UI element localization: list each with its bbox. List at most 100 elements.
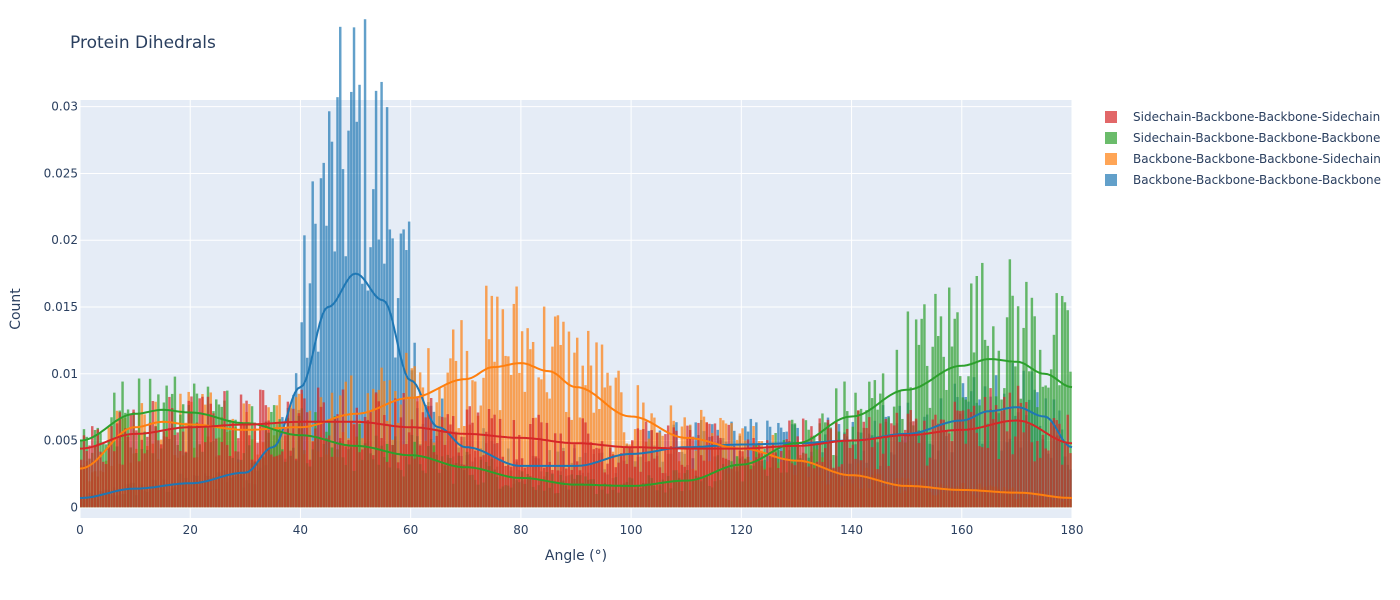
histogram-bar [600,344,604,508]
histogram-bar [504,355,507,508]
histogram-bar [504,465,507,508]
histogram-bar [1049,422,1053,508]
histogram-bar [548,398,551,508]
histogram-bar [821,461,824,508]
histogram-bar [556,315,560,508]
legend: Sidechain-Backbone-Backbone-Sidechain Si… [1105,106,1381,190]
histogram-bar [898,442,901,508]
histogram-bar [328,111,331,508]
histogram-bar [562,451,565,508]
histogram-bar [578,417,582,508]
histogram-bar [1069,453,1072,508]
legend-item[interactable]: Sidechain-Backbone-Backbone-Backbone [1105,127,1381,148]
histogram-bar [970,283,973,508]
histogram-bar [206,396,210,508]
histogram-bar [846,428,849,508]
histogram-bar [686,425,689,508]
legend-item[interactable]: Sidechain-Backbone-Backbone-Sidechain [1105,106,1381,127]
x-tick-label: 140 [840,523,863,537]
y-tick-label: 0.015 [44,300,78,314]
histogram-bar [383,415,386,508]
histogram-bar [934,414,937,508]
histogram-bar [242,422,246,508]
histogram-bar [209,403,212,508]
histogram-bar [884,418,888,508]
histogram-bar [1011,295,1014,508]
histogram-bar [551,469,554,508]
histogram-bar [432,452,436,508]
y-axis-ticks: 0 0.005 0.01 0.015 0.02 0.025 0.03 [44,100,78,515]
histogram-bar [777,468,780,508]
histogram-bar [1003,396,1006,508]
histogram-bar [537,414,540,508]
histogram-bar [330,141,334,508]
histogram-bar [1063,302,1067,508]
histogram-bar [399,417,403,508]
histogram-bar [1025,402,1028,508]
histogram-bar [879,423,882,508]
histogram-bar [407,432,411,508]
histogram-bar [391,444,394,508]
histogram-bar [336,414,339,508]
histogram-bar [746,439,750,508]
legend-item[interactable]: Backbone-Backbone-Backbone-Sidechain [1105,148,1381,169]
histogram-bar [413,366,416,508]
histogram-bar [738,450,742,508]
histogram-bar [975,432,979,508]
histogram-bar [358,84,361,508]
histogram-bar [220,441,223,508]
histogram-bar [319,406,323,508]
histogram-bar [374,90,378,508]
histogram-bar [526,466,529,508]
histogram-bar [308,459,312,508]
histogram-bar [385,107,389,508]
histogram-bar [598,448,601,508]
histogram-bar [457,452,460,508]
histogram-bar [344,446,347,508]
histogram-bar [129,413,133,508]
histogram-bar [250,406,254,508]
histogram-bar [950,346,954,508]
histogram-bar [688,430,692,508]
histogram-bar [1005,317,1009,508]
histogram-bar [372,189,375,508]
histogram-bar [126,436,130,508]
histogram-bar [799,446,802,508]
histogram-bar [815,461,819,508]
histogram-bar [399,233,403,508]
histogram-bar [275,455,279,508]
histogram-bar [82,435,86,508]
histogram-bar [523,467,527,508]
x-tick-label: 180 [1061,523,1084,537]
histogram-bar [994,405,998,508]
histogram-bar [294,458,298,508]
histogram-bar [859,408,863,508]
histogram-bar [1069,371,1072,508]
histogram-bar [540,422,543,508]
histogram-bar [553,316,557,508]
histogram-bar [967,409,970,508]
histogram-bar [790,463,794,508]
histogram-bar [1038,457,1042,508]
histogram-bar [870,447,874,508]
legend-swatch [1105,173,1117,186]
histogram-bar [443,444,447,508]
histogram-bar [992,419,995,508]
histogram-bar [99,451,102,508]
histogram-bar [868,417,871,508]
legend-item[interactable]: Backbone-Backbone-Backbone-Backbone [1105,169,1381,190]
histogram-bar [1036,440,1039,508]
histogram-bar [570,419,573,508]
histogram-bar [154,426,157,508]
histogram-bar [587,433,590,508]
histogram-bar [507,356,510,508]
histogram-bar [587,330,590,508]
histogram-bar [181,431,185,508]
histogram-bar [655,432,659,508]
histogram-bar [1030,297,1034,508]
histogram-bar [1052,418,1056,508]
histogram-bar [600,441,604,508]
histogram-bar [1055,293,1058,508]
histogram-bar [609,447,612,508]
